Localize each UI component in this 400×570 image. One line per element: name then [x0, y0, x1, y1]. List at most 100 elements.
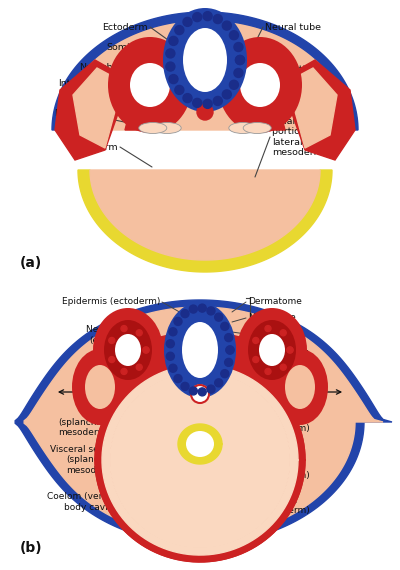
Circle shape	[193, 13, 202, 22]
Text: Sclerotome: Sclerotome	[248, 329, 300, 339]
Circle shape	[236, 55, 244, 64]
Circle shape	[225, 333, 233, 341]
Circle shape	[169, 364, 177, 372]
Circle shape	[189, 305, 197, 313]
Circle shape	[207, 307, 215, 315]
Text: — Somite: — Somite	[252, 314, 296, 323]
Text: Intermediate
mesoderm: Intermediate mesoderm	[58, 79, 120, 99]
Text: Dermis
(somatic
mesoderm): Dermis (somatic mesoderm)	[258, 485, 310, 515]
Text: (b): (b)	[20, 541, 43, 555]
Text: Gut lining
(endoderm): Gut lining (endoderm)	[77, 359, 130, 378]
Circle shape	[265, 325, 271, 332]
Circle shape	[234, 43, 243, 51]
Text: Somite: Somite	[107, 43, 140, 51]
Text: Visceral serosa
(splanchnic
mesoderm): Visceral serosa (splanchnic mesoderm)	[50, 445, 118, 475]
Ellipse shape	[285, 365, 315, 409]
Ellipse shape	[218, 37, 302, 133]
Ellipse shape	[130, 63, 170, 107]
Circle shape	[213, 15, 222, 23]
Circle shape	[234, 68, 243, 78]
Polygon shape	[24, 307, 383, 537]
Text: Neural tube
(ectoderm): Neural tube (ectoderm)	[86, 325, 140, 345]
Circle shape	[203, 11, 212, 21]
Text: Parietal
serosa
(somatic
mesoderm): Parietal serosa (somatic mesoderm)	[258, 440, 310, 480]
Circle shape	[226, 346, 234, 354]
Polygon shape	[125, 110, 170, 130]
Circle shape	[169, 328, 177, 336]
Circle shape	[136, 330, 142, 336]
Polygon shape	[95, 358, 305, 562]
Ellipse shape	[104, 320, 152, 380]
Circle shape	[175, 26, 184, 35]
Ellipse shape	[240, 63, 280, 107]
Polygon shape	[280, 60, 355, 160]
Polygon shape	[95, 358, 305, 562]
Ellipse shape	[139, 123, 167, 133]
Circle shape	[222, 21, 231, 30]
Circle shape	[193, 99, 202, 107]
Ellipse shape	[183, 28, 227, 92]
Circle shape	[222, 90, 231, 99]
Circle shape	[166, 340, 174, 348]
Ellipse shape	[248, 320, 296, 380]
Circle shape	[287, 347, 293, 353]
Polygon shape	[287, 68, 337, 148]
Circle shape	[189, 387, 197, 395]
Circle shape	[109, 357, 115, 363]
Ellipse shape	[72, 349, 128, 425]
Circle shape	[169, 75, 178, 84]
Circle shape	[136, 364, 142, 370]
Ellipse shape	[110, 372, 290, 548]
Polygon shape	[52, 12, 358, 130]
Circle shape	[166, 352, 174, 360]
Polygon shape	[15, 300, 392, 544]
Circle shape	[213, 96, 222, 105]
Ellipse shape	[182, 322, 218, 378]
Circle shape	[183, 18, 192, 26]
Ellipse shape	[153, 123, 181, 133]
Circle shape	[181, 310, 189, 317]
Circle shape	[169, 36, 178, 46]
Circle shape	[198, 304, 206, 312]
Circle shape	[181, 382, 189, 390]
Polygon shape	[78, 170, 332, 272]
Circle shape	[253, 337, 259, 344]
Circle shape	[230, 80, 238, 89]
Polygon shape	[240, 110, 285, 130]
Circle shape	[280, 330, 286, 336]
Circle shape	[121, 325, 127, 332]
Ellipse shape	[259, 334, 285, 366]
Ellipse shape	[272, 349, 328, 425]
Text: (a): (a)	[20, 256, 42, 270]
Circle shape	[265, 368, 271, 374]
Circle shape	[174, 317, 182, 325]
Text: Epidermis (ectoderm): Epidermis (ectoderm)	[62, 298, 160, 307]
Ellipse shape	[93, 308, 163, 392]
Text: Coelom (ventral
body cavity): Coelom (ventral body cavity)	[47, 492, 120, 512]
Circle shape	[280, 364, 286, 370]
Text: Neural tube: Neural tube	[265, 22, 321, 31]
Circle shape	[175, 86, 184, 95]
Circle shape	[253, 357, 259, 363]
Circle shape	[143, 347, 149, 353]
Ellipse shape	[115, 334, 141, 366]
Text: Notochord: Notochord	[79, 63, 128, 71]
Circle shape	[221, 323, 229, 331]
Circle shape	[215, 313, 223, 321]
Circle shape	[191, 385, 209, 403]
Polygon shape	[60, 20, 350, 130]
Circle shape	[174, 374, 182, 382]
Text: Kidney and
gonads
(intermediate
mesoderm): Kidney and gonads (intermediate mesoderm…	[258, 350, 320, 390]
Text: Splanchnic
portion of
lateral
mesoderm: Splanchnic portion of lateral mesoderm	[272, 117, 324, 157]
Ellipse shape	[229, 123, 257, 133]
Ellipse shape	[164, 302, 236, 398]
Text: Ectoderm: Ectoderm	[102, 22, 148, 31]
Polygon shape	[73, 68, 123, 148]
Circle shape	[221, 370, 229, 378]
Ellipse shape	[85, 365, 115, 409]
Circle shape	[226, 346, 234, 354]
Polygon shape	[84, 332, 316, 413]
Circle shape	[198, 388, 206, 396]
Circle shape	[183, 93, 192, 103]
Ellipse shape	[237, 308, 307, 392]
